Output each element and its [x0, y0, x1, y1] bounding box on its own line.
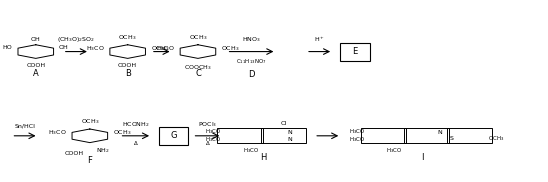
Text: H$_3$CO: H$_3$CO	[243, 146, 260, 155]
Text: OH: OH	[59, 45, 68, 50]
Text: COOH: COOH	[118, 63, 137, 68]
Text: N: N	[438, 130, 442, 134]
Bar	[340, 43, 369, 61]
Text: OCH$_3$: OCH$_3$	[488, 134, 504, 143]
Text: F: F	[87, 156, 92, 165]
Text: OCH$_3$: OCH$_3$	[81, 117, 99, 126]
Text: H$_3$CO: H$_3$CO	[48, 128, 67, 137]
Text: H$_3$CO: H$_3$CO	[156, 44, 175, 53]
Text: S: S	[449, 136, 453, 141]
Text: (CH$_3$O)$_2$SO$_2$: (CH$_3$O)$_2$SO$_2$	[57, 35, 95, 44]
Text: H$_3$CO: H$_3$CO	[86, 44, 105, 53]
Text: Δ: Δ	[134, 141, 138, 146]
Text: A: A	[33, 69, 39, 78]
Text: C$_{11}$H$_{13}$NO$_7$: C$_{11}$H$_{13}$NO$_7$	[236, 57, 267, 66]
Text: OCH$_3$: OCH$_3$	[151, 44, 169, 53]
Text: OCH$_3$: OCH$_3$	[221, 44, 239, 53]
Text: E: E	[352, 47, 357, 56]
Text: H$_3$CO: H$_3$CO	[206, 128, 222, 136]
Text: G: G	[170, 131, 177, 140]
Text: COOCH$_3$: COOCH$_3$	[184, 63, 212, 72]
Bar	[260, 128, 306, 143]
Bar	[218, 128, 263, 143]
Text: H$_3$CO: H$_3$CO	[349, 128, 365, 136]
Bar	[447, 128, 492, 143]
Text: H$_3$CO: H$_3$CO	[349, 135, 365, 144]
Text: OCH$_3$: OCH$_3$	[113, 128, 132, 137]
Text: COOH: COOH	[65, 151, 84, 156]
Text: C: C	[195, 69, 201, 78]
Text: B: B	[125, 69, 130, 78]
Text: I: I	[421, 153, 424, 162]
Text: NH$_2$: NH$_2$	[96, 146, 110, 155]
Text: HNO$_3$: HNO$_3$	[242, 35, 261, 44]
Text: D: D	[248, 70, 255, 79]
Text: N: N	[288, 130, 293, 134]
Bar	[361, 128, 406, 143]
Text: HCONH$_2$: HCONH$_2$	[122, 120, 150, 129]
Text: Δ: Δ	[206, 141, 209, 146]
Text: H: H	[260, 153, 266, 162]
Text: OCH$_3$: OCH$_3$	[118, 33, 137, 42]
Text: Cl: Cl	[280, 122, 286, 126]
Text: H$^+$: H$^+$	[314, 35, 325, 44]
Text: OH: OH	[31, 37, 41, 42]
Text: H$_3$CO: H$_3$CO	[206, 135, 222, 144]
Text: H$_3$CO: H$_3$CO	[386, 146, 403, 155]
Bar	[159, 127, 189, 145]
Bar	[404, 128, 449, 143]
Text: COOH: COOH	[26, 63, 45, 68]
Text: HO: HO	[3, 45, 13, 50]
Text: OCH$_3$: OCH$_3$	[189, 33, 207, 42]
Text: Sn/HCl: Sn/HCl	[15, 124, 36, 129]
Text: POCl$_3$: POCl$_3$	[198, 120, 217, 129]
Text: N: N	[288, 137, 293, 142]
